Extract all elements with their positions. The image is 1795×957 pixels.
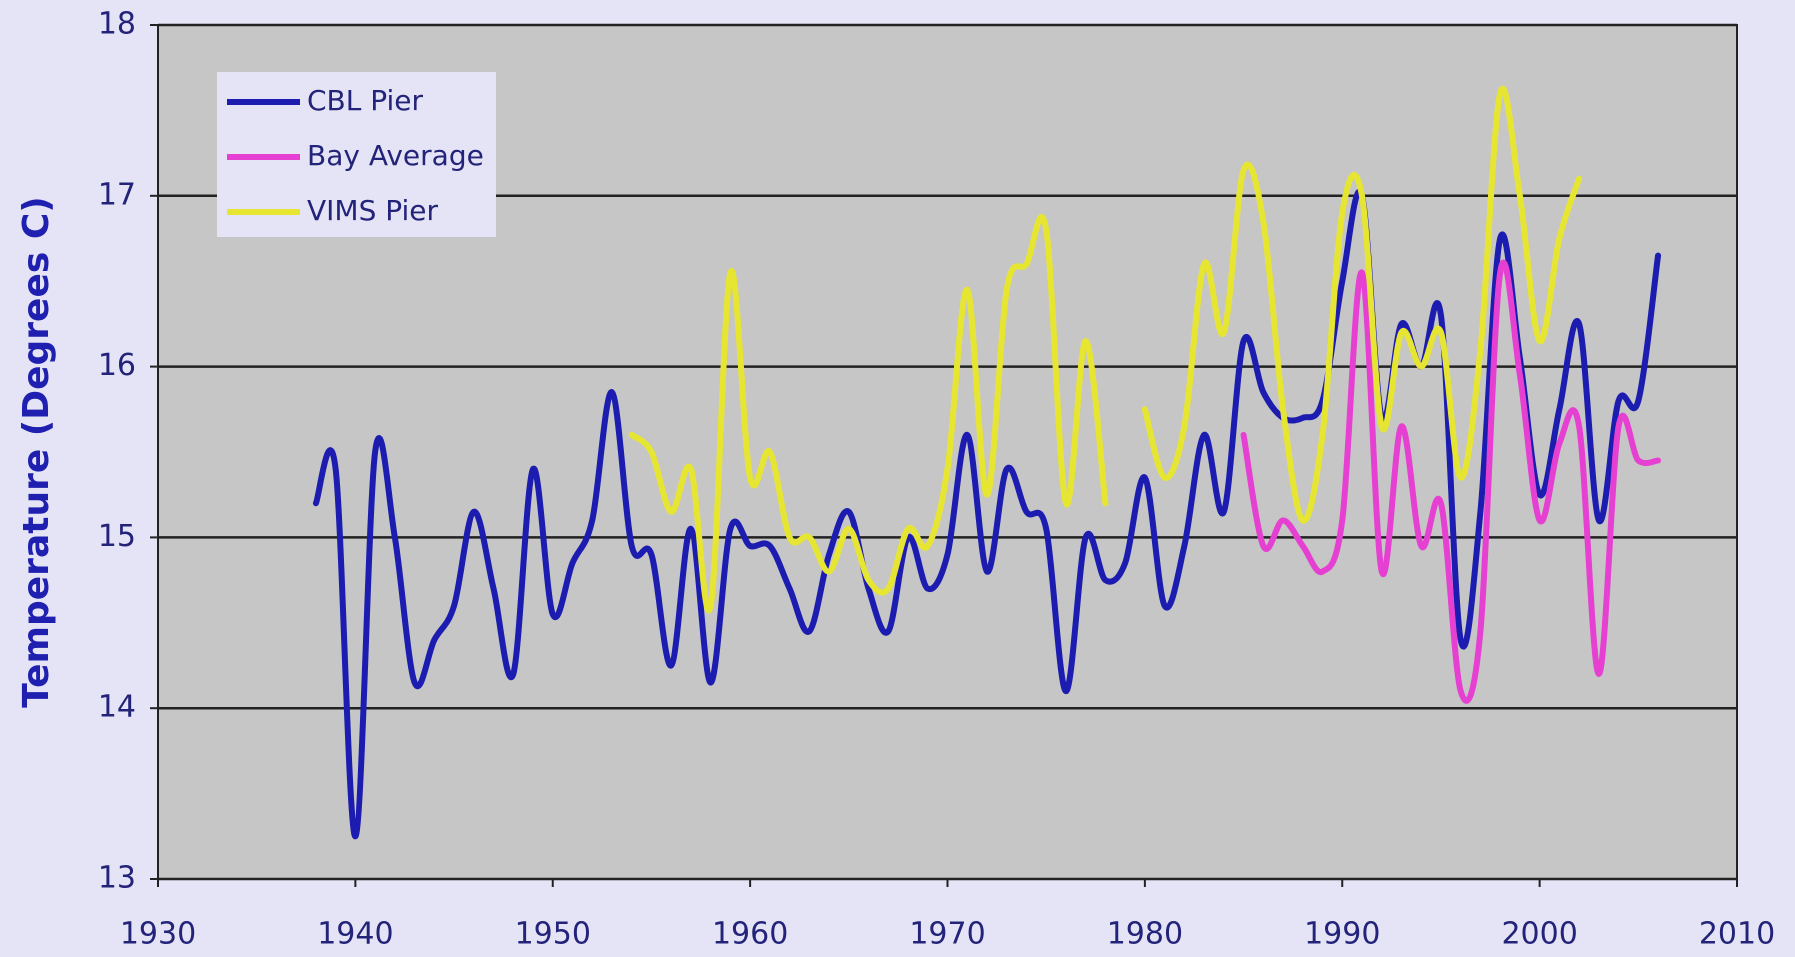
x-tick-label: 1970 <box>909 917 985 952</box>
x-tick-label: 1980 <box>1107 917 1183 952</box>
legend-label: VIMS Pier <box>307 194 439 227</box>
y-tick-label: 14 <box>98 690 136 725</box>
y-tick-label: 13 <box>98 861 136 896</box>
x-tick-label: 2010 <box>1699 917 1775 952</box>
x-tick-label: 1990 <box>1304 917 1380 952</box>
y-tick-label: 17 <box>98 177 136 212</box>
legend-label: CBL Pier <box>307 84 424 117</box>
x-tick-label: 1940 <box>317 917 393 952</box>
x-tick-label: 2000 <box>1501 917 1577 952</box>
series-line <box>1240 259 1662 704</box>
series-line <box>312 188 1662 840</box>
x-tick-label: 1950 <box>515 917 591 952</box>
y-tick-label: 18 <box>98 7 136 42</box>
y-axis-label: Temperature (Degrees C) <box>16 196 57 707</box>
series-line <box>628 85 1583 613</box>
y-tick-label: 15 <box>98 519 136 554</box>
legend-label: Bay Average <box>307 139 484 172</box>
x-tick-label: 1930 <box>120 917 196 952</box>
y-tick-label: 16 <box>98 348 136 383</box>
x-tick-label: 1960 <box>712 917 788 952</box>
